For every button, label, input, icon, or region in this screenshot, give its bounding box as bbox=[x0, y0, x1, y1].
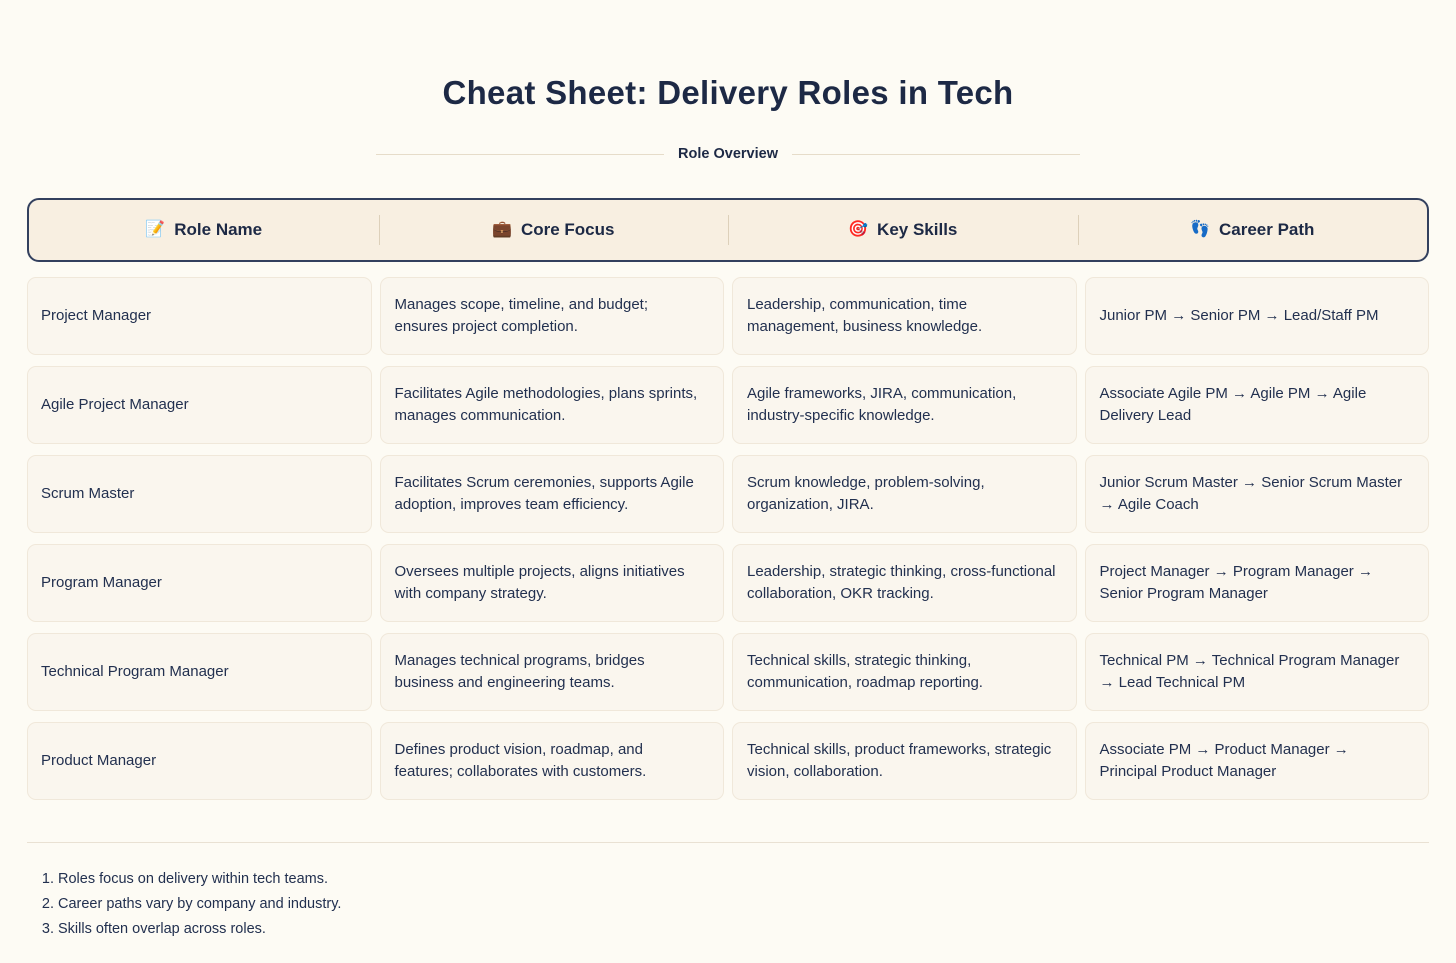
key-skills-cell: Leadership, communication, time manageme… bbox=[732, 277, 1077, 355]
key-skills-cell: Agile frameworks, JIRA, communication, i… bbox=[732, 366, 1077, 444]
target-icon: 🎯 bbox=[848, 221, 869, 238]
footnotes-list: Roles focus on delivery within tech team… bbox=[58, 869, 1456, 939]
role-name-cell: Agile Project Manager bbox=[27, 366, 372, 444]
career-path-cell: Associate PM → Product Manager → Princip… bbox=[1084, 722, 1429, 800]
core-focus-cell: Manages scope, timeline, and budget; ens… bbox=[379, 277, 724, 355]
header-label-core-focus: Core Focus bbox=[520, 220, 615, 239]
role-name-cell: Technical Program Manager bbox=[27, 633, 372, 711]
left-rule bbox=[376, 153, 665, 155]
core-focus-cell: Facilitates Agile methodologies, plans s… bbox=[379, 366, 724, 444]
table-row: Program Manager Oversees multiple projec… bbox=[27, 544, 1429, 622]
table-row: Product Manager Defines product vision, … bbox=[27, 722, 1429, 800]
table-row: Project Manager Manages scope, timeline,… bbox=[27, 277, 1429, 355]
table-body: Project Manager Manages scope, timeline,… bbox=[27, 277, 1429, 800]
header-key-skills: 🎯 Key Skills bbox=[728, 200, 1078, 260]
table-row: Agile Project Manager Facilitates Agile … bbox=[27, 366, 1429, 444]
table-row: Technical Program Manager Manages techni… bbox=[27, 633, 1429, 711]
key-skills-cell: Leadership, strategic thinking, cross-fu… bbox=[732, 544, 1077, 622]
section-label-row: Role Overview bbox=[376, 146, 1080, 162]
role-name-cell: Scrum Master bbox=[27, 455, 372, 533]
career-path-cell: Technical PM → Technical Program Manager… bbox=[1084, 633, 1429, 711]
core-focus-cell: Oversees multiple projects, aligns initi… bbox=[379, 544, 724, 622]
footnote-item: Roles focus on delivery within tech team… bbox=[58, 869, 1456, 889]
roles-table: 📝 Role Name 💼 Core Focus 🎯 Key Skills 👣 … bbox=[27, 198, 1429, 800]
table-row: Scrum Master Facilitates Scrum ceremonie… bbox=[27, 455, 1429, 533]
right-rule bbox=[791, 153, 1080, 155]
memo-icon: 📝 bbox=[145, 221, 166, 238]
footer-divider bbox=[27, 842, 1429, 843]
core-focus-cell: Defines product vision, roadmap, and fea… bbox=[379, 722, 724, 800]
footnote-item: Skills often overlap across roles. bbox=[58, 919, 1456, 939]
career-path-cell: Junior Scrum Master → Senior Scrum Maste… bbox=[1084, 455, 1429, 533]
key-skills-cell: Technical skills, strategic thinking, co… bbox=[732, 633, 1077, 711]
career-path-cell: Project Manager → Program Manager → Seni… bbox=[1084, 544, 1429, 622]
role-name-cell: Project Manager bbox=[27, 277, 372, 355]
career-path-cell: Junior PM → Senior PM → Lead/Staff PM bbox=[1084, 277, 1429, 355]
header-core-focus: 💼 Core Focus bbox=[379, 200, 729, 260]
role-name-cell: Program Manager bbox=[27, 544, 372, 622]
table-header-row: 📝 Role Name 💼 Core Focus 🎯 Key Skills 👣 … bbox=[27, 198, 1429, 262]
header-career-path: 👣 Career Path bbox=[1078, 200, 1428, 260]
career-path-cell: Associate Agile PM → Agile PM → Agile De… bbox=[1084, 366, 1429, 444]
core-focus-cell: Facilitates Scrum ceremonies, supports A… bbox=[379, 455, 724, 533]
header-label-career-path: Career Path bbox=[1218, 220, 1315, 239]
header-label-role-name: Role Name bbox=[174, 220, 263, 239]
role-name-cell: Product Manager bbox=[27, 722, 372, 800]
core-focus-cell: Manages technical programs, bridges busi… bbox=[379, 633, 724, 711]
header-role-name: 📝 Role Name bbox=[29, 200, 379, 260]
key-skills-cell: Scrum knowledge, problem-solving, organi… bbox=[732, 455, 1077, 533]
section-label: Role Overview bbox=[678, 146, 778, 162]
footnote-item: Career paths vary by company and industr… bbox=[58, 894, 1456, 914]
footprints-icon: 👣 bbox=[1190, 221, 1210, 238]
key-skills-cell: Technical skills, product frameworks, st… bbox=[732, 722, 1077, 800]
header-label-key-skills: Key Skills bbox=[877, 220, 958, 239]
briefcase-icon: 💼 bbox=[492, 221, 512, 238]
page-title: Cheat Sheet: Delivery Roles in Tech bbox=[442, 74, 1014, 111]
